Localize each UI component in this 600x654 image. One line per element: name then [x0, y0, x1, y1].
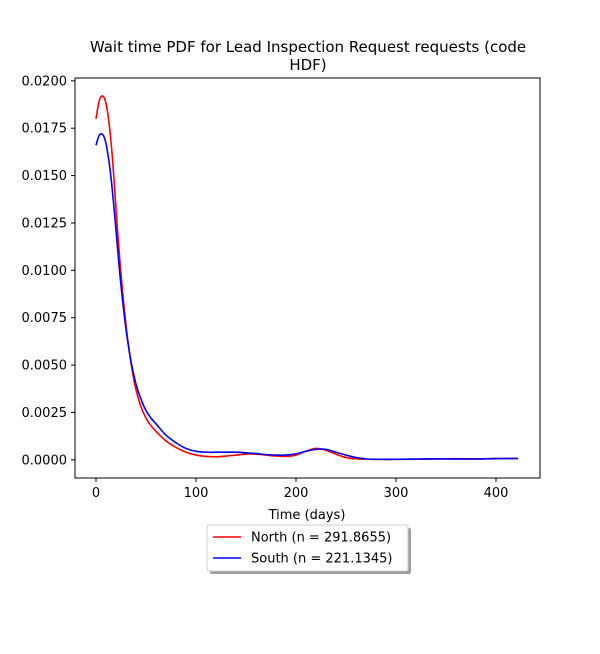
x-tick-label: 200 — [284, 486, 309, 501]
legend: North (n = 291.8655) South (n = 221.1345… — [206, 524, 411, 574]
series-layer — [95, 95, 519, 461]
y-tick-label: 0.0075 — [22, 311, 68, 326]
y-tick-label: 0.0100 — [22, 264, 68, 279]
x-tick-label: 300 — [384, 486, 409, 501]
y-tick-label: 0.0050 — [22, 359, 68, 374]
x-axis-label: Time (days) — [268, 508, 346, 523]
x-tick-label: 100 — [184, 486, 209, 501]
chart-title: Wait time PDF for Lead Inspection Reques… — [90, 38, 526, 74]
y-tick-label: 0.0000 — [22, 453, 68, 468]
series-line-north — [95, 95, 519, 461]
x-axis-ticks: 0 100 200 300 400 — [92, 478, 509, 501]
x-tick-label: 400 — [484, 486, 509, 501]
y-tick-label: 0.0025 — [22, 406, 68, 421]
plot-frame — [74, 77, 541, 479]
legend-label-north: North (n = 291.8655) — [251, 531, 391, 546]
y-tick-label: 0.0175 — [22, 122, 68, 137]
chart-title-line-1: Wait time PDF for Lead Inspection Reques… — [90, 38, 526, 56]
y-tick-label: 0.0200 — [22, 74, 68, 89]
series-line-south — [95, 132, 519, 461]
y-axis-ticks: 0.0000 0.0025 0.0050 0.0075 0.0100 0.0125 0.01… — [22, 74, 75, 468]
y-tick-label: 0.0125 — [22, 216, 68, 231]
x-tick-label: 0 — [92, 486, 100, 501]
legend-label-south: South (n = 221.1345) — [251, 552, 392, 567]
chart-title-line-2: HDF) — [289, 56, 326, 74]
y-tick-label: 0.0150 — [22, 169, 68, 184]
legend-box — [206, 524, 409, 572]
